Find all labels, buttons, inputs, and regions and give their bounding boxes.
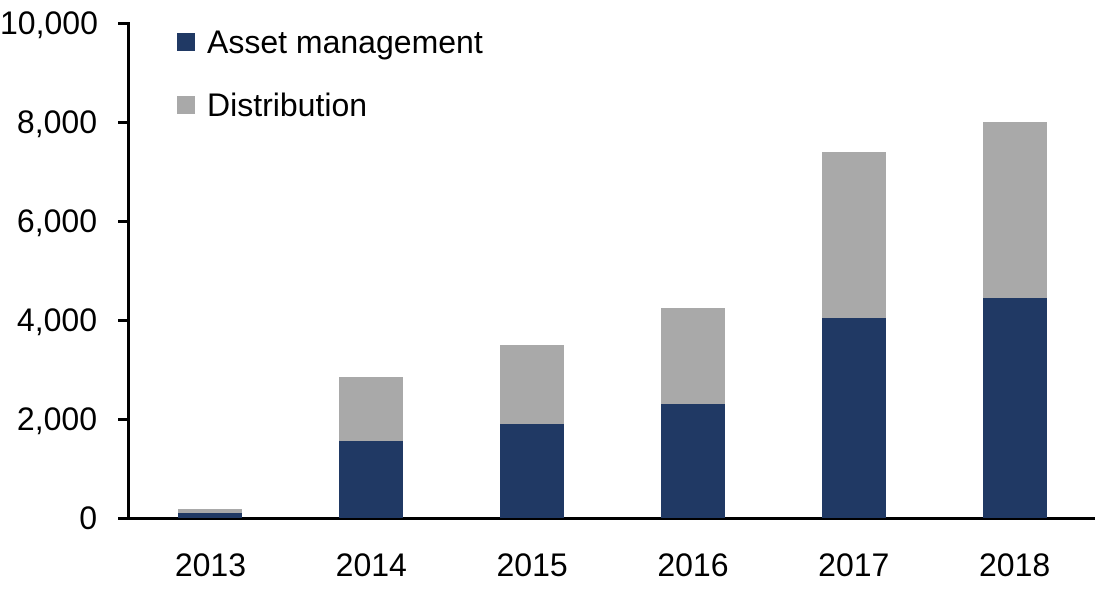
bar-segment-distribution-2018 [982, 122, 1047, 298]
legend-swatch-asset-management [177, 33, 195, 51]
y-axis-tick [118, 219, 130, 223]
bar-segment-asset-management-2017 [821, 317, 886, 518]
y-axis-tick [118, 318, 130, 322]
x-axis-label-2015: 2015 [496, 547, 568, 583]
bar-2017 [821, 151, 886, 518]
y-axis-label: 8,000 [16, 104, 97, 140]
x-axis-label-2016: 2016 [657, 547, 729, 583]
bar-segment-asset-management-2013 [178, 513, 243, 518]
bar-segment-distribution-2013 [178, 509, 243, 514]
bar-2014 [339, 376, 404, 518]
bar-segment-asset-management-2016 [660, 404, 725, 518]
bar-segment-asset-management-2015 [500, 423, 565, 518]
y-axis-tick [118, 120, 130, 124]
y-axis-label: 4,000 [16, 302, 97, 338]
y-axis-line [127, 23, 130, 519]
legend-label-distribution: Distribution [207, 87, 368, 123]
bar-2016 [660, 307, 725, 518]
y-axis-tick [118, 21, 130, 25]
y-axis-tick [118, 417, 130, 421]
bar-segment-distribution-2017 [821, 151, 886, 318]
x-axis-label-2013: 2013 [174, 547, 246, 583]
bar-2018 [982, 122, 1047, 518]
y-axis-label: 2,000 [16, 401, 97, 437]
x-axis-line [118, 517, 1095, 520]
x-axis-label-2017: 2017 [818, 547, 890, 583]
legend-swatch-distribution [177, 96, 195, 114]
bar-segment-asset-management-2014 [339, 441, 404, 518]
x-axis-label-2014: 2014 [335, 547, 407, 583]
bar-segment-distribution-2015 [500, 344, 565, 424]
bar-segment-asset-management-2018 [982, 297, 1047, 518]
bar-2013 [178, 509, 243, 518]
x-axis-label-2018: 2018 [978, 547, 1051, 583]
legend-item-asset-management: Asset management [177, 24, 483, 60]
bar-2015 [500, 344, 565, 518]
y-axis-label: 10,000 [0, 5, 98, 41]
y-axis-tick [118, 516, 130, 520]
y-axis-label: 6,000 [16, 203, 97, 239]
y-axis-label: 0 [79, 500, 97, 536]
bar-segment-distribution-2014 [339, 376, 404, 442]
legend-label-asset-management: Asset management [207, 24, 483, 60]
bar-segment-distribution-2016 [660, 307, 725, 405]
legend-item-distribution: Distribution [177, 87, 368, 123]
